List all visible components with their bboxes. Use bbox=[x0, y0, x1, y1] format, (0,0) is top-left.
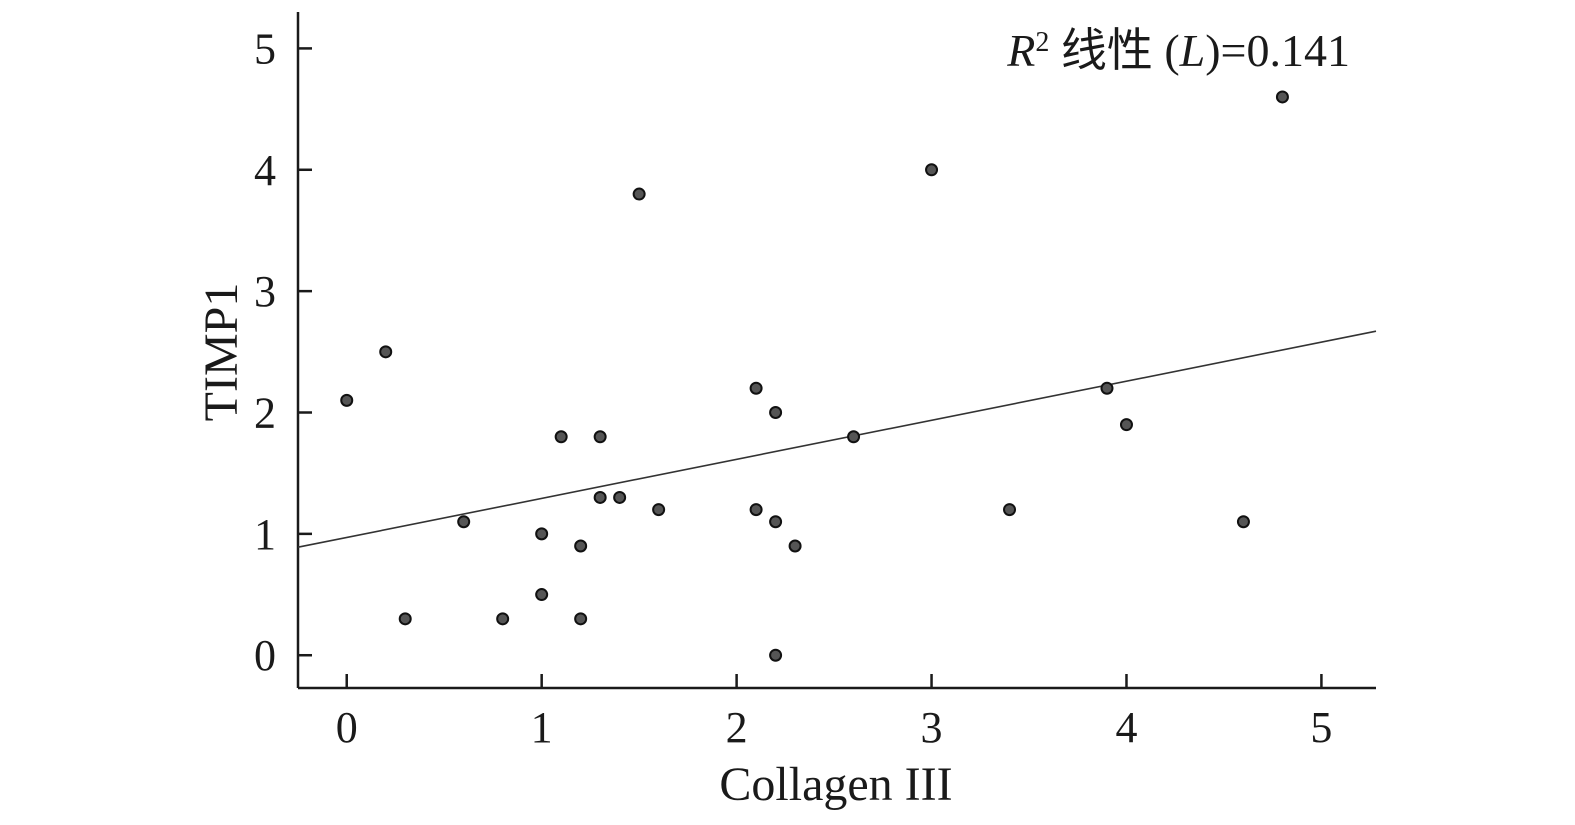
y-tick-label: 0 bbox=[254, 631, 276, 680]
data-point bbox=[1119, 418, 1133, 432]
data-point bbox=[398, 612, 412, 626]
data-point bbox=[340, 393, 354, 407]
x-ticks: 0 1 2 3 4 5 bbox=[336, 674, 1332, 752]
x-tick-label: 3 bbox=[921, 703, 943, 752]
data-point bbox=[574, 539, 588, 553]
data-point bbox=[769, 406, 783, 420]
data-point bbox=[593, 490, 607, 504]
data-point bbox=[769, 648, 783, 662]
y-tick-label: 3 bbox=[254, 267, 276, 316]
data-point bbox=[574, 612, 588, 626]
data-point bbox=[496, 612, 510, 626]
annotation-r-symbol: R bbox=[1006, 25, 1035, 76]
data-point bbox=[554, 430, 568, 444]
data-point bbox=[652, 503, 666, 517]
annotation-superscript: 2 bbox=[1035, 27, 1049, 58]
axes: 0 1 2 3 4 5 0 1 2 3 4 5 bbox=[254, 12, 1376, 752]
data-point bbox=[769, 515, 783, 529]
annotation-l-symbol: L bbox=[1179, 25, 1206, 76]
data-point bbox=[788, 539, 802, 553]
data-point bbox=[593, 430, 607, 444]
x-axis-label: Collagen III bbox=[719, 758, 952, 811]
x-tick-label: 1 bbox=[531, 703, 553, 752]
x-tick-label: 5 bbox=[1310, 703, 1332, 752]
r-squared-annotation: R2 线性 (L)=0.141 bbox=[1006, 25, 1350, 76]
x-tick-label: 0 bbox=[336, 703, 358, 752]
y-tick-label: 5 bbox=[254, 24, 276, 73]
data-point bbox=[379, 345, 393, 359]
data-point bbox=[1275, 90, 1289, 104]
data-points bbox=[340, 90, 1289, 662]
y-tick-label: 1 bbox=[254, 510, 276, 559]
data-point bbox=[535, 588, 549, 602]
annotation-value: )=0.141 bbox=[1205, 25, 1350, 76]
data-point bbox=[1236, 515, 1250, 529]
trend-line bbox=[297, 330, 1377, 549]
y-axis-label: TIMP1 bbox=[195, 283, 248, 422]
data-point bbox=[925, 163, 939, 177]
data-point bbox=[613, 490, 627, 504]
data-point bbox=[632, 187, 646, 201]
data-point bbox=[457, 515, 471, 529]
data-point bbox=[1003, 503, 1017, 517]
y-ticks: 0 1 2 3 4 5 bbox=[254, 24, 312, 680]
data-point bbox=[847, 430, 861, 444]
data-point bbox=[1100, 381, 1114, 395]
x-tick-label: 4 bbox=[1115, 703, 1137, 752]
data-point bbox=[749, 503, 763, 517]
x-tick-label: 2 bbox=[726, 703, 748, 752]
y-tick-label: 4 bbox=[254, 146, 276, 195]
data-point bbox=[535, 527, 549, 541]
annotation-linear-text: 线性 ( bbox=[1049, 25, 1179, 76]
data-point bbox=[749, 381, 763, 395]
y-tick-label: 2 bbox=[254, 389, 276, 438]
